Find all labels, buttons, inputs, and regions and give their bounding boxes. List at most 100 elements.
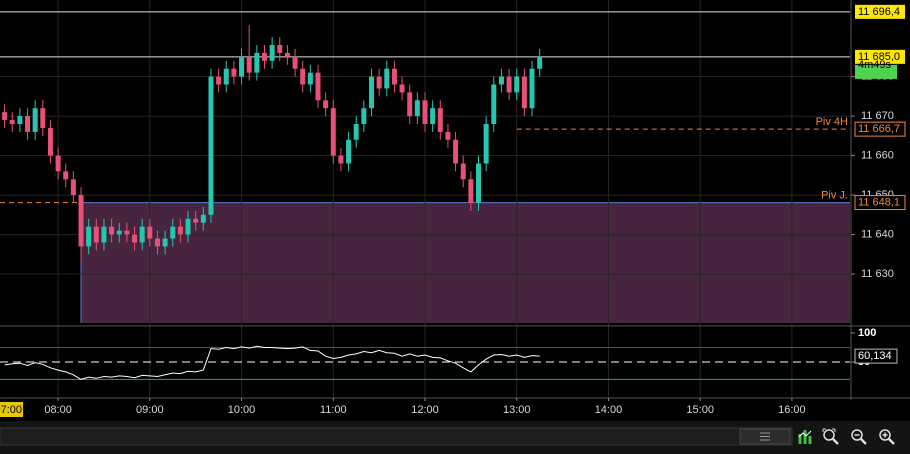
candle-body bbox=[476, 163, 482, 203]
candle-body bbox=[292, 56, 298, 69]
pivot-name: Piv J. bbox=[821, 189, 848, 201]
zoom-in-button[interactable] bbox=[879, 429, 895, 445]
candle-body bbox=[223, 68, 229, 85]
x-tick-label: 11:00 bbox=[320, 404, 347, 416]
icon bbox=[823, 429, 835, 441]
candle-body bbox=[109, 226, 115, 235]
icon bbox=[851, 429, 863, 441]
pivot-name: Piv 4H bbox=[816, 116, 848, 128]
candle-body bbox=[338, 155, 344, 164]
indicator-tick-label: 100 bbox=[858, 327, 876, 339]
indicator-badge-label: 60,134 bbox=[858, 350, 892, 362]
candle-body bbox=[498, 76, 504, 85]
candle-body bbox=[70, 179, 76, 196]
candle-body bbox=[384, 68, 390, 89]
indicator-layer bbox=[0, 345, 850, 380]
zone-layer bbox=[80, 202, 851, 323]
candle-body bbox=[261, 52, 267, 61]
candle-body bbox=[391, 68, 397, 85]
candle-body bbox=[521, 76, 527, 109]
price-badge bbox=[855, 4, 905, 19]
timer-badge bbox=[855, 64, 897, 79]
crosshair-badge bbox=[0, 402, 23, 417]
candle-body bbox=[254, 52, 260, 73]
price-badge-label: 11 696,4 bbox=[858, 6, 900, 18]
candle-body bbox=[154, 238, 160, 247]
candle-body bbox=[368, 76, 374, 109]
candle-body bbox=[147, 226, 153, 239]
candle-body bbox=[17, 116, 23, 124]
candle-body bbox=[231, 68, 237, 77]
pivot-badge bbox=[854, 195, 906, 211]
candle-body bbox=[514, 76, 520, 93]
candle-body bbox=[246, 56, 252, 73]
pivot-badge bbox=[854, 121, 906, 137]
thumb-grip bbox=[760, 432, 770, 441]
candle-body bbox=[506, 76, 512, 93]
candle-body bbox=[139, 226, 145, 243]
x-tick-label: 09:00 bbox=[136, 404, 164, 416]
candle-body bbox=[361, 108, 367, 124]
scrollbar-track[interactable] bbox=[0, 427, 793, 446]
candle-body bbox=[284, 52, 290, 57]
candle-body bbox=[376, 76, 382, 89]
candle-body bbox=[200, 214, 206, 223]
candle-body bbox=[101, 226, 107, 243]
candle-body bbox=[47, 127, 53, 156]
x-tick-label: 08:00 bbox=[44, 404, 72, 416]
candle-body bbox=[32, 108, 38, 132]
candle-body bbox=[399, 84, 405, 93]
candle-body bbox=[437, 108, 443, 132]
candle-body bbox=[414, 100, 420, 117]
candle-body bbox=[460, 163, 466, 180]
y-tick-label: 11 640 bbox=[861, 228, 894, 240]
price-badge bbox=[855, 49, 905, 64]
candle-body bbox=[177, 226, 183, 235]
candle-body bbox=[25, 116, 31, 132]
candle-body bbox=[422, 100, 428, 124]
candle-body bbox=[93, 226, 99, 243]
candle-body bbox=[55, 155, 61, 172]
x-tick-label: 14:00 bbox=[595, 404, 623, 416]
price-badge-label: 11 685,0 bbox=[858, 51, 900, 63]
candle-body bbox=[239, 56, 245, 77]
candle-body bbox=[162, 238, 168, 247]
zoom-fit-button[interactable] bbox=[822, 428, 839, 445]
candle-body bbox=[193, 218, 199, 223]
icon bbox=[822, 428, 836, 432]
x-tick-label: 13:00 bbox=[503, 404, 531, 416]
candle-body bbox=[491, 84, 497, 124]
x-tick-label: 12:00 bbox=[411, 404, 439, 416]
crosshair-time: 07:00 bbox=[0, 404, 22, 416]
x-tick-label: 15:00 bbox=[686, 404, 714, 416]
candle-body bbox=[63, 171, 69, 180]
x-tick-label: 16:00 bbox=[778, 404, 806, 416]
indicator-line bbox=[4, 345, 540, 380]
candle-body bbox=[78, 195, 84, 247]
icon bbox=[798, 430, 812, 438]
candle-body bbox=[346, 139, 352, 164]
candle-body bbox=[40, 108, 46, 128]
timer: 4m49s bbox=[858, 59, 892, 71]
chart-type-button[interactable] bbox=[797, 428, 815, 446]
zoom-out-button[interactable] bbox=[851, 429, 867, 445]
candle-body bbox=[323, 100, 329, 109]
candle-body bbox=[2, 112, 8, 121]
icon bbox=[882, 432, 888, 438]
pivot-badge-label: 11 666,7 bbox=[858, 123, 900, 135]
candle-body bbox=[9, 120, 15, 124]
candle-body bbox=[170, 226, 176, 239]
icon bbox=[832, 438, 839, 445]
candle-body bbox=[132, 234, 138, 243]
candle-body bbox=[86, 226, 92, 247]
y-tick-label: 11 630 bbox=[861, 268, 894, 280]
x-tick-label: 10:00 bbox=[228, 404, 256, 416]
candle-body bbox=[537, 56, 543, 69]
y-tick-label: 11 660 bbox=[861, 149, 894, 161]
y-tick-label: 11 670 bbox=[861, 110, 894, 122]
candle-body bbox=[208, 76, 214, 215]
candles-layer bbox=[2, 25, 543, 263]
